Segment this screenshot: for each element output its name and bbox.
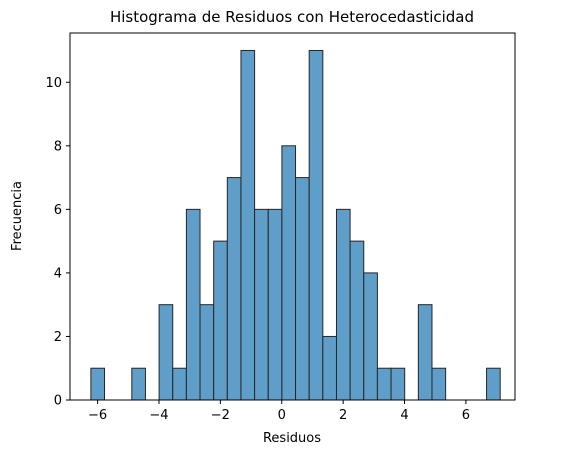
y-tick-label: 2 [54,330,62,345]
y-tick-label: 10 [45,76,62,91]
histogram-bar [486,367,501,401]
y-tick-label: 4 [54,266,62,281]
x-tick-label: 6 [462,408,470,423]
y-axis-ticks: 0 2 4 6 8 10 [45,76,70,409]
histogram-bar [185,208,201,401]
histogram-bar [376,367,392,401]
x-tick-label: 2 [339,408,347,423]
histogram-bar [131,367,146,401]
histogram-bar [213,240,228,401]
histogram-bar [254,208,269,401]
y-tick-label: 8 [54,139,62,154]
histogram-bar [322,335,337,401]
histogram-bar [267,208,283,401]
histogram-bar [226,177,242,401]
x-tick-label: 0 [278,408,286,423]
histogram-bar [431,367,447,401]
histogram-bar [240,49,256,401]
histogram-bar [199,304,215,401]
plot-frame [69,32,516,401]
histogram-bar [335,208,351,401]
chart-title: Histograma de Residuos con Heterocedasti… [110,8,474,26]
histogram-bars [90,49,501,401]
x-tick-label: −6 [88,408,107,423]
histogram-bar [308,49,324,401]
histogram-bar [90,367,106,401]
x-tick-label: −4 [149,408,168,423]
histogram-bar [281,145,297,401]
y-axis-label: Frecuencia [10,181,25,251]
x-tick-label: −2 [211,408,230,423]
histogram-bar [158,304,174,401]
histogram-bar [349,240,365,401]
y-tick-label: 6 [54,203,62,218]
histogram-bar [295,177,310,401]
x-axis-ticks: −6 −4 −2 0 2 4 6 [88,400,470,423]
histogram-bar [417,304,433,401]
histogram-bar [172,367,187,401]
y-tick-label: 0 [54,394,62,409]
histogram-bar [363,272,378,401]
x-tick-label: 4 [400,408,408,423]
histogram-bar [390,367,406,401]
x-axis-label: Residuos [263,431,321,446]
